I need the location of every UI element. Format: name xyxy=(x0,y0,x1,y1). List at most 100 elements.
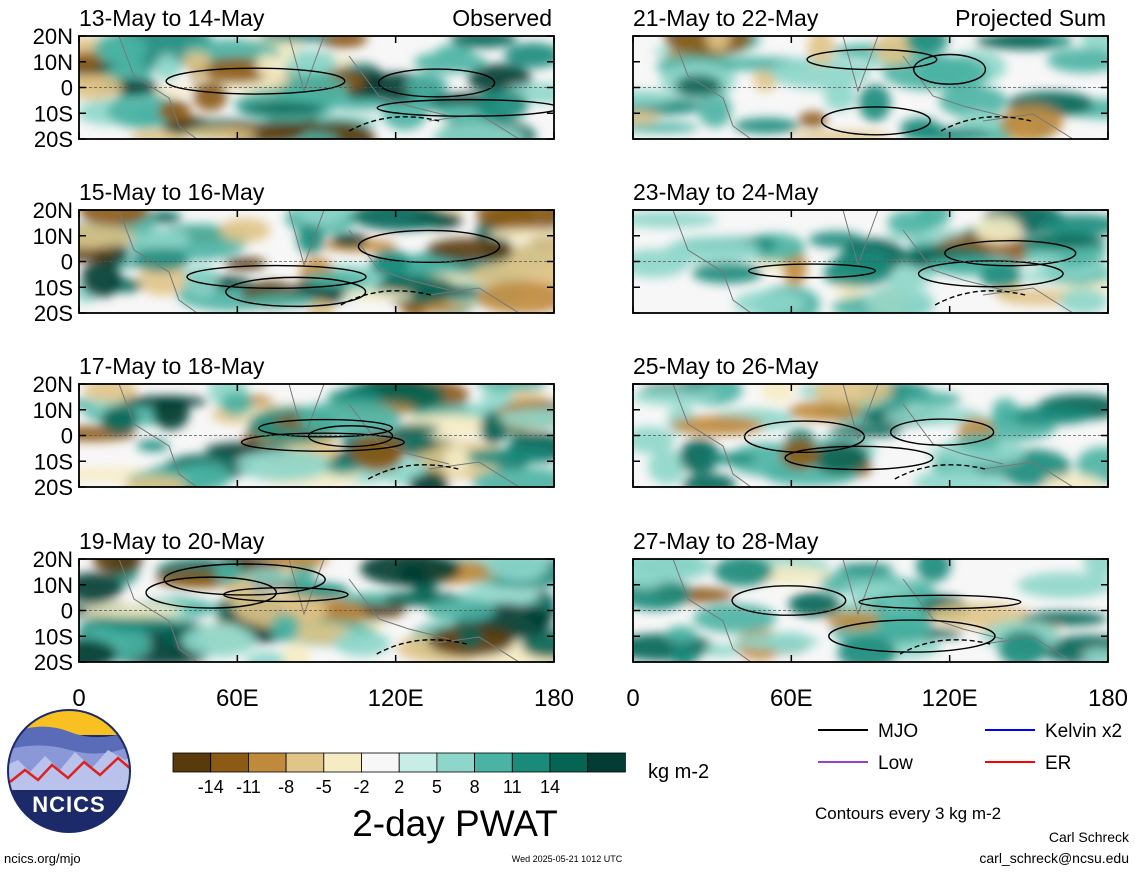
pwat-anomaly-field xyxy=(79,210,554,313)
anomaly-patch xyxy=(732,633,820,650)
anomaly-patch xyxy=(798,111,828,128)
colorbar-tick-label: -5 xyxy=(316,777,332,797)
lat-label: 20N xyxy=(33,372,73,397)
lon-label: 0 xyxy=(626,685,639,712)
anomaly-patch xyxy=(331,233,368,248)
website-link[interactable]: ncics.org/mjo xyxy=(4,851,81,866)
anomaly-patch xyxy=(237,448,331,482)
anomaly-patch xyxy=(224,576,254,607)
mjo-contour xyxy=(747,263,877,279)
anomaly-patch xyxy=(295,210,347,226)
anomaly-patch xyxy=(136,439,170,452)
ncics-logo: NCICS xyxy=(7,709,131,833)
anomaly-patch xyxy=(858,84,891,122)
anomaly-patch xyxy=(665,625,698,644)
anomaly-patch xyxy=(713,559,773,587)
contour-note: Contours every 3 kg m-2 xyxy=(815,804,1001,823)
anomaly-patch xyxy=(633,633,715,661)
anomaly-patch xyxy=(485,559,549,581)
anomaly-patch xyxy=(405,72,449,101)
anomaly-patch xyxy=(413,51,487,74)
africa-coast xyxy=(118,384,198,487)
panels-layer: 13-May to 14-May Observed 15-May to 16-May… xyxy=(78,5,1109,663)
product-title: 2-day PWAT xyxy=(352,803,558,844)
lat-label: 20N xyxy=(33,198,73,223)
colorbar-tick-label: -14 xyxy=(198,777,224,797)
anomaly-patch xyxy=(682,473,736,487)
colorbar-swatch xyxy=(549,752,589,773)
anomaly-patch xyxy=(828,425,902,438)
anomaly-patch xyxy=(823,80,856,112)
anomaly-patch xyxy=(693,603,777,634)
lon-label: 0 xyxy=(72,685,85,712)
colorbar-swatch xyxy=(323,752,362,773)
colorbar: -14 -11 -8 -5 -2 2 5 8 11 14 xyxy=(172,752,626,797)
anomaly-patch xyxy=(296,223,325,255)
panel-title: 23-May to 24-May xyxy=(633,179,819,205)
lon-label: 60E xyxy=(770,685,813,712)
anomaly-patch xyxy=(733,290,805,313)
mjo-contour xyxy=(806,48,938,71)
lat-label: 20S xyxy=(34,650,73,675)
anomaly-patch xyxy=(449,36,517,48)
lat-label: 10S xyxy=(34,275,73,300)
anomaly-patch xyxy=(670,645,697,662)
mjo-contour xyxy=(165,67,346,95)
anomaly-patch xyxy=(203,57,272,84)
panel-title: 15-May to 16-May xyxy=(79,179,265,205)
mjo-contour-negative xyxy=(348,116,440,132)
anomaly-patch xyxy=(481,389,514,406)
mjo-contour xyxy=(376,98,554,117)
mjo-contour xyxy=(858,594,1022,610)
anomaly-patch xyxy=(1043,474,1103,487)
anomaly-patch xyxy=(132,248,190,272)
anomaly-patch xyxy=(882,53,971,91)
anomaly-patch xyxy=(443,445,471,474)
australia-coast xyxy=(982,113,1074,139)
anomaly-patch xyxy=(633,211,718,229)
anomaly-patch xyxy=(173,462,231,487)
anomaly-patch xyxy=(83,384,138,403)
anomaly-patch xyxy=(282,640,311,662)
mjo-contour xyxy=(828,619,996,653)
anomaly-patch xyxy=(999,105,1064,139)
anomaly-patch xyxy=(843,583,893,598)
anomaly-patch xyxy=(308,300,334,313)
colorbar-tick-label: 2 xyxy=(394,777,404,797)
anomaly-patch xyxy=(887,210,936,235)
author-email: carl_schreck@ncsu.edu xyxy=(979,850,1129,866)
africa-coast xyxy=(118,559,198,662)
logo-text: NCICS xyxy=(32,792,105,817)
anomaly-patch xyxy=(224,257,267,271)
panel-title: 17-May to 18-May xyxy=(79,353,265,379)
mjo-contour xyxy=(913,53,987,85)
africa-coast xyxy=(672,210,752,313)
coastlines xyxy=(118,210,520,313)
anomaly-patch xyxy=(807,36,835,66)
anomaly-patch xyxy=(263,559,328,569)
colorbar-swatch xyxy=(587,752,626,773)
lat-label: 0 xyxy=(61,76,73,101)
axes-layer: 20N10N010S20S20N10N010S20S20N10N010S20S2… xyxy=(33,24,1128,712)
anomaly-patch xyxy=(101,405,138,435)
coastlines xyxy=(118,559,520,662)
anomaly-patch xyxy=(904,391,961,407)
coastlines xyxy=(672,210,1074,313)
panel-field xyxy=(79,384,554,487)
anomaly-patch xyxy=(521,630,554,659)
africa-coast xyxy=(118,210,198,313)
anomaly-patch xyxy=(1081,647,1108,662)
anomaly-patch xyxy=(633,248,690,278)
lat-label: 10S xyxy=(34,624,73,649)
lat-label: 0 xyxy=(61,250,73,275)
panel-4: 19-May to 20-May xyxy=(78,528,555,663)
anomaly-patch xyxy=(647,449,687,485)
colorbar-swatch xyxy=(436,752,475,773)
anomaly-patch xyxy=(812,384,893,406)
mjo-contour xyxy=(357,229,501,264)
anomaly-patch xyxy=(79,244,117,262)
anomaly-patch xyxy=(733,117,800,134)
anomaly-patch xyxy=(82,603,183,619)
colorbar-tick-label: 8 xyxy=(470,777,480,797)
anomaly-patch xyxy=(476,210,554,233)
